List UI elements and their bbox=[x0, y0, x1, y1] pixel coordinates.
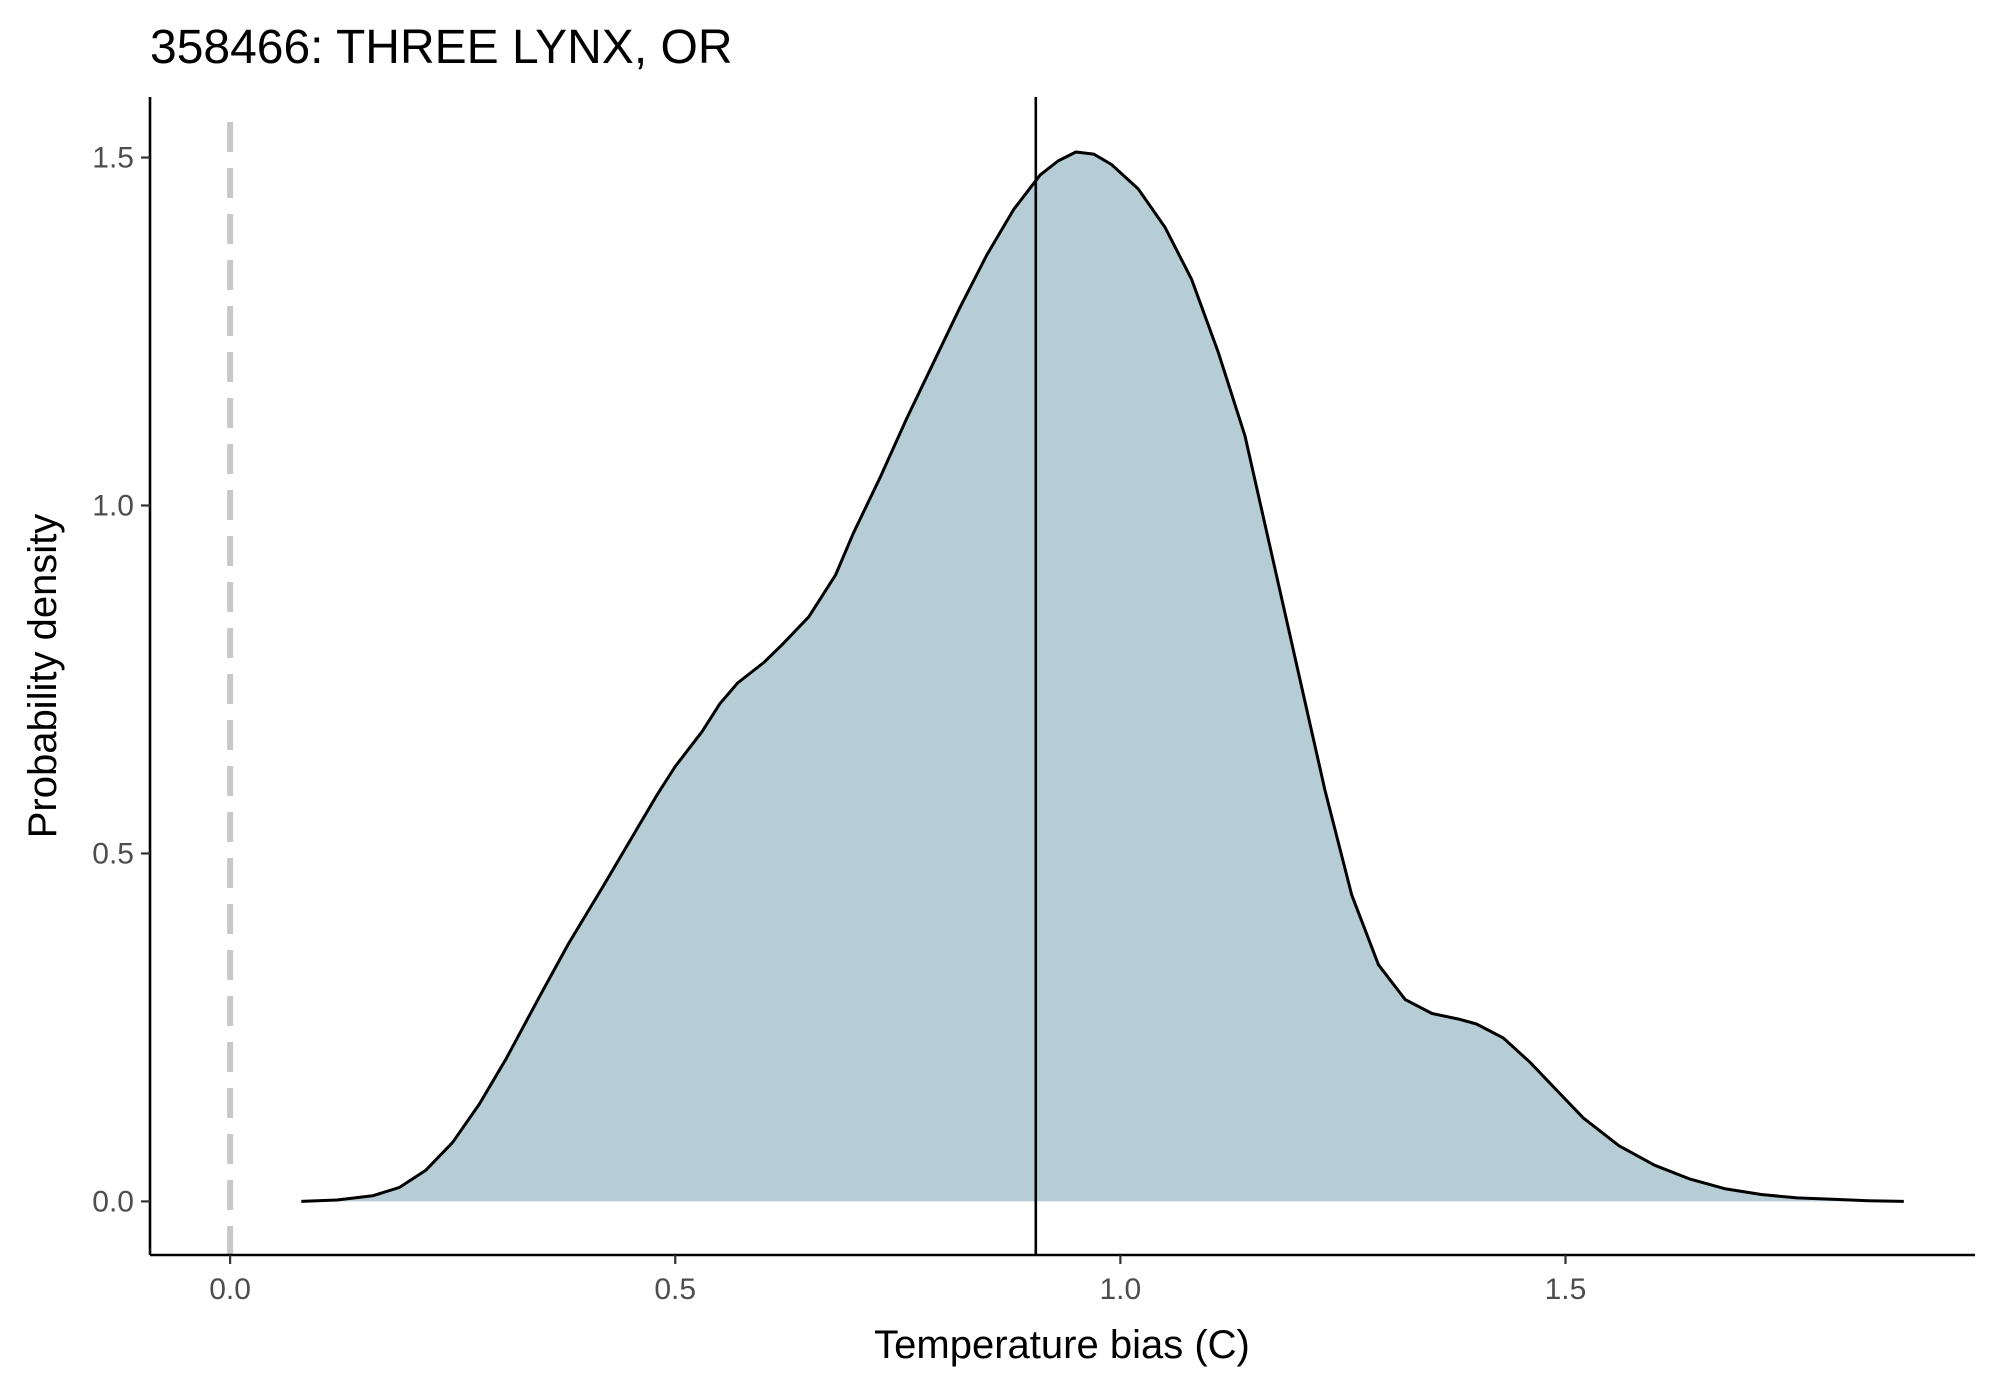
y-tick-label: 1.0 bbox=[92, 490, 134, 523]
y-tick-label: 1.5 bbox=[92, 142, 134, 175]
x-axis-title: Temperature bias (C) bbox=[874, 1323, 1250, 1367]
x-tick-label: 0.5 bbox=[654, 1273, 696, 1306]
plot-area: 0.0 0.5 1.0 1.5 0.0 0.5 1.0 1.5 bbox=[92, 97, 1975, 1306]
x-tick-label: 1.5 bbox=[1545, 1273, 1587, 1306]
y-tick-label: 0.0 bbox=[92, 1185, 134, 1218]
x-tick-label: 1.0 bbox=[1100, 1273, 1142, 1306]
chart-title: 358466: THREE LYNX, OR bbox=[150, 21, 733, 74]
y-tick-label: 0.5 bbox=[92, 837, 134, 870]
x-tick-label: 0.0 bbox=[209, 1273, 251, 1306]
density-area bbox=[301, 152, 1904, 1202]
density-curve bbox=[301, 150, 1904, 1203]
y-axis-title: Probability density bbox=[21, 514, 65, 839]
